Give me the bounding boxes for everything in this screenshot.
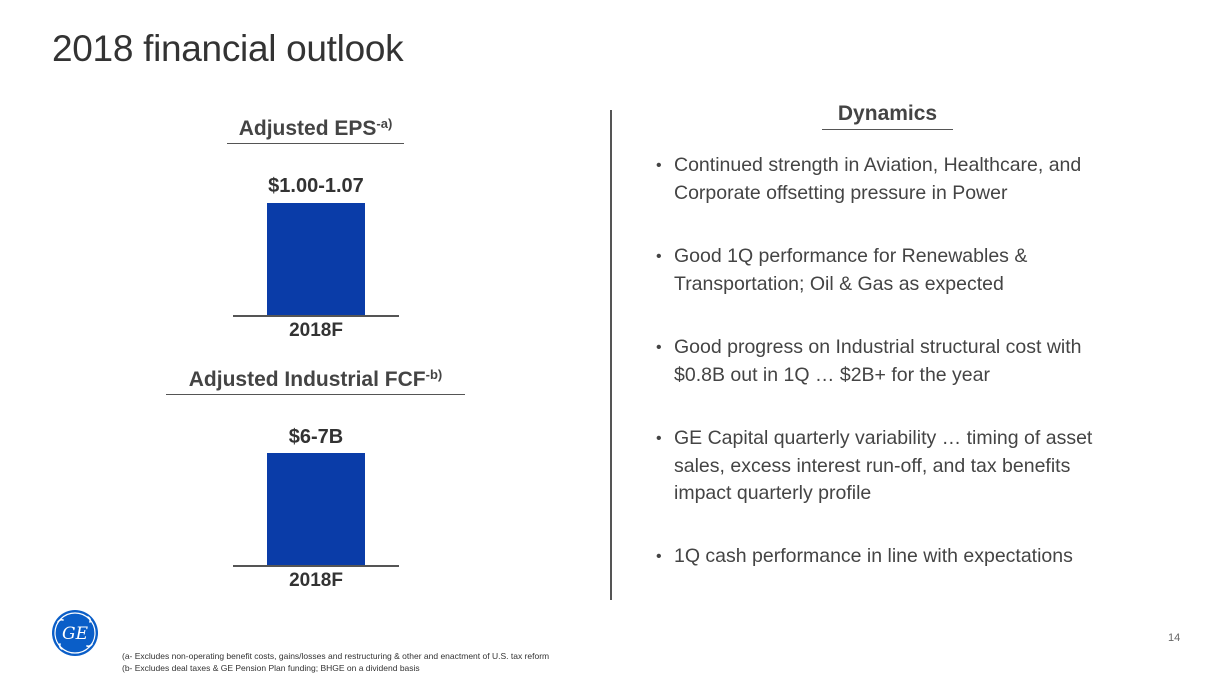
footnote-b: (b- Excludes deal taxes & GE Pension Pla… (122, 663, 420, 673)
bullet-line: $0.8B out in 1Q … $2B+ for the year (674, 363, 990, 386)
list-item: • 1Q cash performance in line with expec… (656, 543, 1073, 571)
footnote-a: (a- Excludes non-operating benefit costs… (122, 651, 550, 661)
list-item: • GE Capital quarterly variability … tim… (656, 425, 1092, 508)
eps-baseline (233, 315, 399, 317)
bullet-line: impact quarterly profile (674, 482, 872, 504)
eps-heading-footnote-ref: -a) (376, 116, 393, 131)
page-number: 14 (1168, 632, 1181, 644)
dynamics-heading: Dynamics (822, 102, 953, 130)
eps-chart-heading: Adjusted EPS-a) (227, 116, 404, 144)
bullet-line: sales, excess interest run-off, and tax … (674, 454, 1071, 477)
fcf-bar (267, 453, 365, 565)
page-title: 2018 financial outlook (52, 28, 404, 69)
bullet-line: Transportation; Oil & Gas as expected (674, 272, 1004, 295)
vertical-divider (610, 110, 612, 600)
bullet-icon: • (656, 339, 662, 356)
fcf-chart-heading: Adjusted Industrial FCF-b) (166, 367, 465, 395)
eps-category-label: 2018F (289, 320, 343, 341)
bullet-icon: • (656, 430, 662, 447)
bullet-line: Corporate offsetting pressure in Power (674, 181, 1008, 204)
fcf-bar-value-label: $6-7B (288, 426, 344, 448)
footnotes: (a- Excludes non-operating benefit costs… (122, 650, 549, 674)
list-item: • Good 1Q performance for Renewables & T… (656, 243, 1027, 298)
fcf-category-label: 2018F (289, 570, 343, 591)
list-item: • Good progress on Industrial structural… (656, 334, 1082, 389)
bullet-icon: • (656, 548, 662, 565)
eps-heading-text: Adjusted EPS (238, 117, 377, 140)
fcf-baseline (233, 565, 399, 567)
ge-monogram-icon: GE (52, 610, 98, 656)
fcf-heading-footnote-ref: -b) (425, 367, 443, 382)
logo-text: GE (62, 624, 89, 644)
eps-bar-value-label: $1.00-1.07 (268, 175, 364, 197)
bullet-icon: • (656, 248, 662, 265)
bullet-line: 1Q cash performance in line with expecta… (674, 545, 1073, 567)
eps-bar (267, 203, 365, 315)
fcf-heading-text: Adjusted Industrial FCF (188, 368, 426, 391)
bullet-line: Good 1Q performance for Renewables & (674, 245, 1028, 267)
list-item: • Continued strength in Aviation, Health… (656, 152, 1081, 207)
bullet-line: Good progress on Industrial structural c… (674, 336, 1082, 358)
bullet-line: GE Capital quarterly variability … timin… (674, 427, 1093, 449)
bullet-line: Continued strength in Aviation, Healthca… (674, 154, 1082, 176)
bullet-icon: • (656, 157, 662, 174)
